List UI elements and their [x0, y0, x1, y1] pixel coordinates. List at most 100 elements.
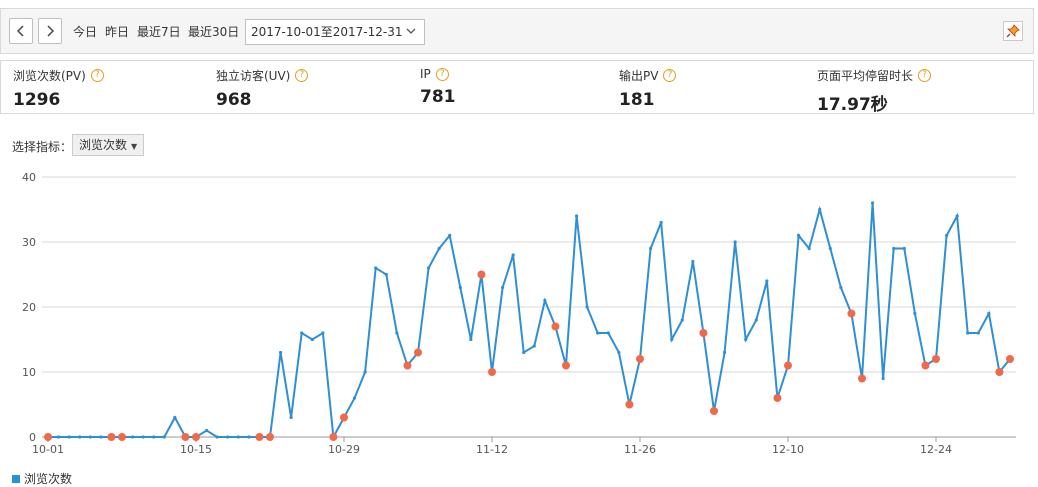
weekend-data-point: [995, 368, 1004, 376]
data-point: [374, 266, 378, 270]
weekend-data-point: [1006, 355, 1014, 363]
data-point: [543, 298, 547, 303]
data-point: [606, 331, 610, 335]
data-point: [585, 305, 589, 309]
data-point: [78, 435, 82, 439]
stat-uv: 独立访客(UV)? 968: [216, 67, 309, 110]
data-point: [226, 435, 230, 439]
weekend-data-point: [562, 361, 570, 370]
data-point: [596, 331, 600, 335]
data-point: [310, 337, 314, 342]
data-point: [733, 240, 737, 244]
chart-legend[interactable]: 浏览次数: [12, 470, 72, 487]
data-point: [807, 246, 811, 251]
data-point: [839, 285, 843, 290]
data-point: [88, 435, 92, 439]
data-point: [204, 428, 209, 433]
data-point: [691, 259, 695, 264]
data-point: [722, 350, 727, 355]
metric-select-value: 浏览次数: [79, 138, 128, 152]
stats-summary: 浏览次数(PV)? 1296 独立访客(UV)? 968 IP? 781 输出P…: [0, 60, 1034, 115]
data-point: [659, 220, 663, 225]
data-point: [363, 370, 367, 374]
quick-last30[interactable]: 最近30日: [188, 25, 240, 39]
stat-ip: IP? 781: [420, 67, 456, 107]
data-point: [944, 233, 949, 238]
data-point: [680, 318, 684, 322]
data-point: [278, 350, 283, 355]
date-toolbar: 今日 昨日 最近7日 最近30日 2017-10-01至2017-12-31: [0, 8, 1034, 54]
data-point: [796, 233, 801, 238]
weekend-data-point: [266, 433, 274, 441]
data-point: [67, 435, 71, 439]
weekend-data-point: [773, 394, 782, 402]
x-tick-label: 10-15: [180, 443, 212, 456]
weekend-data-point: [181, 433, 190, 441]
data-point: [130, 435, 135, 439]
metric-select[interactable]: 浏览次数 ▼: [72, 134, 145, 156]
data-point: [99, 435, 103, 439]
date-range-select[interactable]: 2017-10-01至2017-12-31: [245, 19, 425, 45]
data-point: [902, 246, 906, 251]
stat-label: 独立访客(UV): [216, 69, 291, 83]
x-tick-label: 11-26: [624, 443, 656, 456]
weekend-data-point: [636, 355, 644, 363]
stat-label: 页面平均停留时长: [817, 69, 914, 83]
weekend-data-point: [699, 329, 708, 337]
data-point: [384, 272, 388, 277]
weekend-data-point: [44, 433, 52, 441]
quick-last7[interactable]: 最近7日: [137, 25, 181, 39]
stat-value: 968: [216, 90, 252, 110]
data-point: [56, 435, 61, 439]
next-period-button[interactable]: [38, 18, 62, 44]
data-point: [870, 201, 875, 205]
weekend-data-point: [488, 368, 496, 376]
weekend-data-point: [107, 433, 116, 441]
weekend-data-point: [784, 361, 792, 370]
data-point: [818, 207, 822, 212]
stat-label: IP: [420, 67, 431, 81]
weekend-data-point: [414, 348, 422, 357]
data-point: [321, 331, 325, 335]
data-point: [574, 214, 579, 218]
data-point: [236, 435, 240, 439]
y-tick-label: 20: [22, 301, 36, 314]
data-point: [437, 246, 441, 251]
series-line: [48, 202, 1011, 441]
quick-today[interactable]: 今日: [73, 25, 98, 39]
pv-line-chart: 0 10 20 30 40 10-01 10-15 10-29 11-12 11-26 12-10 1…: [22, 171, 1016, 456]
weekend-data-point: [921, 361, 930, 370]
data-point: [670, 337, 674, 342]
help-icon[interactable]: ?: [435, 67, 449, 81]
caret-down-icon: ▼: [131, 142, 138, 151]
x-tick-label: 12-10: [772, 443, 804, 456]
data-point: [215, 435, 219, 439]
help-icon[interactable]: ?: [663, 69, 677, 82]
data-point: [881, 376, 885, 381]
help-icon[interactable]: ?: [918, 69, 932, 82]
stat-label: 浏览次数(PV): [13, 69, 86, 83]
y-tick-label: 10: [22, 366, 36, 379]
x-tick-label: 11-12: [476, 443, 508, 456]
help-icon[interactable]: ?: [90, 69, 104, 82]
data-point: [913, 311, 917, 316]
data-point: [617, 350, 621, 355]
data-point: [500, 285, 505, 290]
stat-pv: 浏览次数(PV)? 1296: [13, 67, 104, 110]
data-point: [754, 318, 758, 322]
prev-period-button[interactable]: [9, 18, 33, 44]
help-icon[interactable]: ?: [295, 69, 309, 82]
x-tick-label: 10-01: [32, 443, 64, 456]
date-range-value: 2017-10-01至2017-12-31: [251, 25, 403, 39]
data-point: [152, 435, 156, 439]
y-tick-label: 40: [22, 171, 36, 184]
y-tick-label: 0: [29, 431, 36, 444]
pin-button[interactable]: [1003, 21, 1023, 41]
quick-yesterday[interactable]: 昨日: [105, 25, 130, 39]
data-point: [247, 435, 251, 439]
chevron-left-icon: [17, 25, 24, 37]
weekend-data-point: [551, 322, 560, 331]
pin-icon: [1006, 24, 1020, 38]
data-point: [395, 331, 399, 335]
data-point: [469, 337, 473, 342]
